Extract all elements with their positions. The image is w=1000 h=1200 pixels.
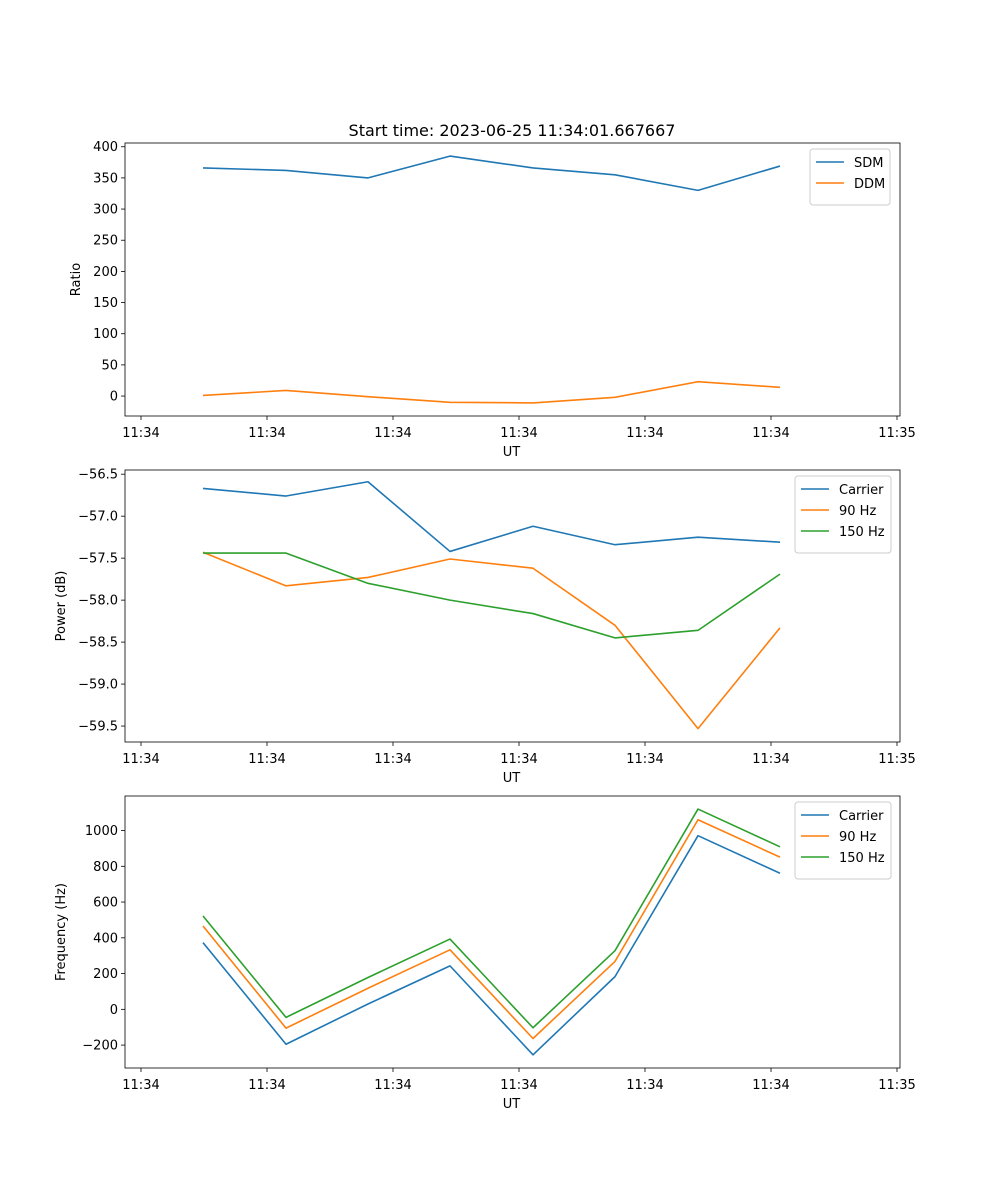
y-tick-label: −59.0: [78, 678, 118, 693]
y-tick-label: 0: [110, 1003, 118, 1018]
axes-frame: [124, 795, 901, 1069]
x-tick-label: 11:34: [752, 426, 789, 441]
series-line-90-hz: [202, 551, 781, 730]
y-tick-label: 400: [93, 931, 118, 946]
y-tick-label: 150: [93, 296, 118, 311]
chart-panel-3: 11:34 11:34 11:34 11:34 11:34 11:34 11:35 −200 0…: [54, 795, 916, 1112]
y-tick-label: 50: [101, 358, 118, 373]
x-axis-label: UT: [503, 771, 521, 786]
y-tick-label: 600: [93, 896, 118, 911]
x-tick-label: 11:34: [626, 752, 663, 767]
x-axis-label: UT: [503, 1097, 521, 1112]
x-tick-label: 11:34: [122, 426, 159, 441]
panels: 11:34 11:34 11:34 11:34 11:34 11:34 11:35 0 50 10…: [54, 140, 916, 1112]
x-tick-label: 11:34: [374, 752, 411, 767]
legend-box: [794, 801, 892, 880]
legend-label: DDM: [854, 177, 885, 192]
y-tick-label: 100: [93, 327, 118, 342]
x-tick-label: 11:34: [374, 1078, 411, 1093]
x-tick-label: 11:34: [374, 426, 411, 441]
y-tick-label: 250: [93, 234, 118, 249]
series-line-90-hz: [202, 818, 781, 1040]
legend-label: Carrier: [839, 809, 884, 824]
y-tick-label: 400: [93, 140, 118, 155]
x-tick-label: 11:35: [878, 752, 915, 767]
series-line-ddm: [202, 380, 781, 404]
series-line-150-hz: [203, 552, 781, 639]
legend-label: 150 Hz: [839, 851, 885, 866]
x-tick-label: 11:34: [500, 426, 537, 441]
axes-frame: [124, 142, 901, 417]
y-tick-label: 200: [93, 265, 118, 280]
legend: Carrier 90 Hz 150 Hz: [794, 801, 892, 880]
legend: Carrier 90 Hz 150 Hz: [794, 475, 892, 554]
x-tick-label: 11:35: [878, 1078, 915, 1093]
x-tick-label: 11:34: [752, 752, 789, 767]
x-tick-label: 11:34: [122, 752, 159, 767]
legend-box: [794, 475, 892, 554]
y-tick-label: −58.5: [78, 636, 118, 651]
y-tick-label: 800: [93, 860, 118, 875]
y-axis-label: Frequency (Hz): [54, 883, 69, 981]
x-tick-label: 11:35: [878, 426, 915, 441]
legend-label: Carrier: [839, 483, 884, 498]
legend-label: 90 Hz: [839, 504, 876, 519]
series-line-sdm: [202, 155, 781, 192]
x-tick-label: 11:34: [500, 752, 537, 767]
x-tick-label: 11:34: [248, 1078, 285, 1093]
x-tick-label: 11:34: [626, 1078, 663, 1093]
series-line-150-hz: [202, 808, 781, 1029]
figure-title: Start time: 2023-06-25 11:34:01.667667: [349, 121, 676, 140]
y-tick-label: 1000: [85, 824, 118, 839]
series-line-carrier: [202, 480, 781, 553]
y-tick-label: −200: [82, 1039, 118, 1054]
y-axis-label: Ratio: [69, 263, 84, 296]
y-tick-label: 200: [93, 967, 118, 982]
x-tick-label: 11:34: [500, 1078, 537, 1093]
y-tick-label: −59.5: [78, 720, 118, 735]
y-tick-label: 0: [110, 390, 118, 405]
y-tick-label: −56.5: [78, 468, 118, 483]
series-line-carrier: [202, 834, 781, 1056]
y-tick-label: −58.0: [78, 594, 118, 609]
x-axis-label: UT: [503, 445, 521, 460]
y-axis-label: Power (dB): [54, 571, 69, 642]
x-tick-label: 11:34: [752, 1078, 789, 1093]
y-tick-label: −57.0: [78, 510, 118, 525]
x-tick-label: 11:34: [248, 426, 285, 441]
x-tick-label: 11:34: [626, 426, 663, 441]
legend-label: 90 Hz: [839, 830, 876, 845]
y-tick-label: 300: [93, 203, 118, 218]
axes-frame: [124, 469, 901, 743]
y-tick-label: 350: [93, 171, 118, 186]
legend-box: [809, 148, 891, 206]
y-tick-label: −57.5: [78, 552, 118, 567]
x-tick-label: 11:34: [248, 752, 285, 767]
chart-panel-1: 11:34 11:34 11:34 11:34 11:34 11:34 11:35 0 50 10…: [69, 140, 916, 460]
x-tick-label: 11:34: [122, 1078, 159, 1093]
chart-panel-2: 11:34 11:34 11:34 11:34 11:34 11:34 11:35 −59.5…: [54, 468, 916, 786]
legend-label: SDM: [854, 156, 883, 171]
legend-label: 150 Hz: [839, 525, 885, 540]
legend: SDM DDM: [809, 148, 891, 206]
